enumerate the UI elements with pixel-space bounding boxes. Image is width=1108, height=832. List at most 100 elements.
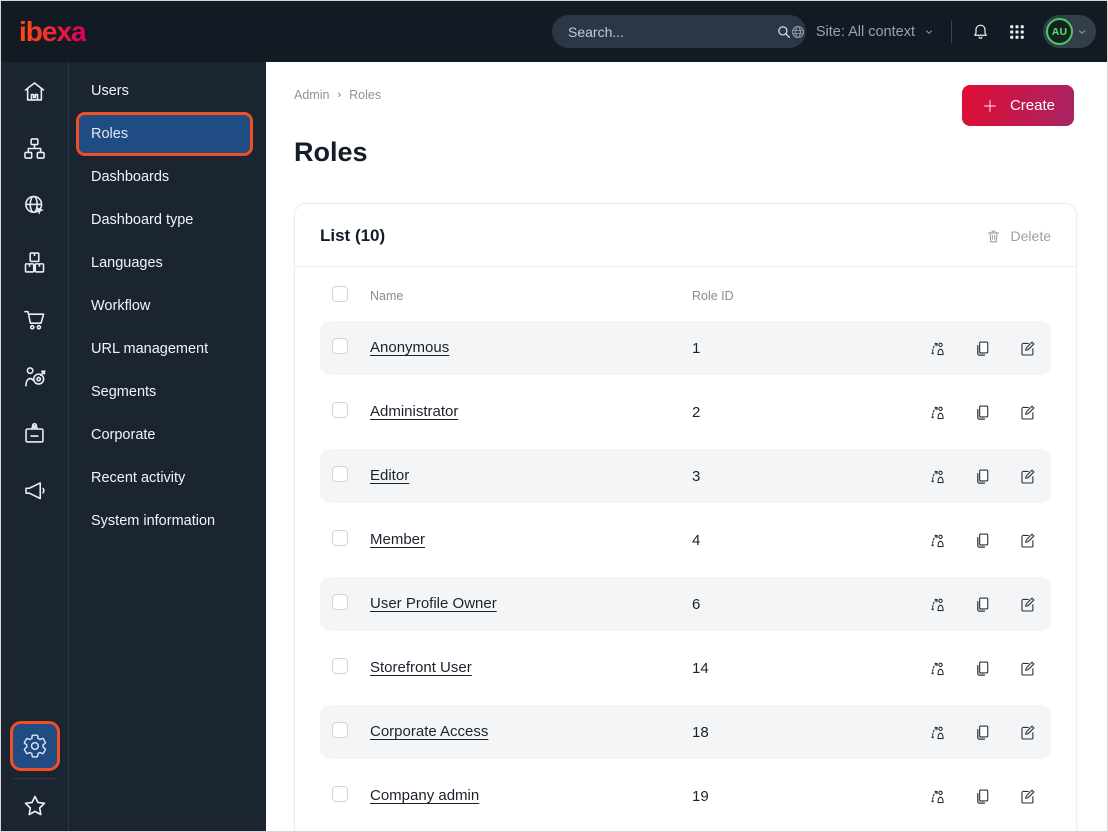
sidebar-item-languages[interactable]: Languages — [79, 244, 250, 282]
copy-icon — [976, 532, 988, 548]
ibexa-logo[interactable]: ibexa — [19, 15, 87, 47]
row-checkbox[interactable] — [332, 401, 348, 418]
role-name-link[interactable]: Member — [370, 531, 426, 548]
edit-role-button[interactable] — [1017, 530, 1037, 550]
sidebar-item-url-management[interactable]: URL management — [79, 330, 250, 368]
trash-icon — [987, 230, 999, 242]
role-id-value: 14 — [692, 659, 709, 677]
edit-role-button[interactable] — [1017, 658, 1037, 678]
sidebar-item-system-information[interactable]: System information — [79, 502, 250, 540]
boxes-icon — [24, 251, 45, 273]
list-card-header: List (10) Delete — [295, 204, 1076, 266]
table-row: User Profile Owner 6 — [320, 577, 1051, 631]
assign-role-button[interactable] — [927, 466, 947, 486]
topbar: ibexa Site: All context — [1, 1, 1107, 62]
copy-role-button[interactable] — [972, 402, 992, 422]
assign-role-button[interactable] — [927, 338, 947, 358]
search-bar[interactable] — [552, 15, 806, 48]
table-row: Anonymous 1 — [320, 321, 1051, 375]
app-grid-button[interactable] — [1006, 21, 1028, 43]
nav-home[interactable] — [18, 74, 52, 108]
notifications-button[interactable] — [969, 21, 991, 43]
sidebar-item-label: Users — [91, 83, 129, 99]
create-button[interactable]: Create — [961, 85, 1074, 126]
delete-button[interactable]: Delete — [985, 228, 1051, 245]
role-name-link[interactable]: Company admin — [370, 787, 480, 804]
site-context-selector[interactable]: Site: All context — [789, 23, 934, 41]
table-body: Anonymous 1 — [320, 321, 1051, 823]
sidebar-item-corporate[interactable]: Corporate — [79, 416, 250, 454]
copy-role-button[interactable] — [972, 466, 992, 486]
topbar-divider — [951, 20, 952, 43]
role-name-link[interactable]: Administrator — [370, 403, 459, 420]
row-checkbox[interactable] — [332, 721, 348, 738]
breadcrumb-item-admin[interactable]: Admin — [294, 87, 330, 102]
edit-role-button[interactable] — [1017, 338, 1037, 358]
nav-content-tree[interactable] — [18, 131, 52, 165]
assign-role-button[interactable] — [927, 594, 947, 614]
copy-role-button[interactable] — [972, 722, 992, 742]
role-name-link[interactable]: User Profile Owner — [370, 595, 497, 612]
role-id-value: 19 — [692, 787, 709, 805]
copy-role-button[interactable] — [972, 594, 992, 614]
copy-role-button[interactable] — [972, 786, 992, 806]
assign-user-icon — [931, 726, 944, 739]
row-checkbox[interactable] — [332, 337, 348, 354]
sidebar-item-recent-activity[interactable]: Recent activity — [79, 459, 250, 497]
sidebar-item-users[interactable]: Users — [79, 72, 250, 110]
chevron-down-icon — [926, 29, 932, 34]
assign-role-button[interactable] — [927, 722, 947, 742]
assign-role-button[interactable] — [927, 402, 947, 422]
edit-icon — [1020, 341, 1034, 356]
row-checkbox[interactable] — [332, 785, 348, 802]
select-all-checkbox[interactable] — [332, 285, 348, 302]
sidebar-item-dashboards[interactable]: Dashboards — [79, 158, 250, 196]
sidebar-item-roles[interactable]: Roles — [76, 112, 253, 156]
search-input[interactable] — [568, 23, 775, 40]
role-name-link[interactable]: Corporate Access — [370, 723, 489, 740]
role-name-link[interactable]: Storefront User — [370, 659, 472, 676]
column-header-role-id: Role ID — [692, 289, 734, 303]
gear-icon — [23, 734, 46, 758]
role-name-link[interactable]: Editor — [370, 467, 410, 484]
plus-icon — [984, 99, 996, 112]
sidebar-item-workflow[interactable]: Workflow — [79, 287, 250, 325]
sidebar-item-label: Corporate — [91, 427, 156, 443]
edit-role-button[interactable] — [1017, 402, 1037, 422]
column-header-name: Name — [370, 289, 404, 303]
bell-icon — [973, 24, 987, 39]
edit-role-button[interactable] — [1017, 466, 1037, 486]
copy-icon — [976, 660, 988, 676]
edit-role-button[interactable] — [1017, 722, 1037, 742]
copy-role-button[interactable] — [972, 338, 992, 358]
user-menu[interactable]: AU — [1043, 15, 1096, 48]
assign-role-button[interactable] — [927, 786, 947, 806]
role-name-link[interactable]: Anonymous — [370, 339, 450, 356]
row-checkbox[interactable] — [332, 465, 348, 482]
sidebar-item-segments[interactable]: Segments — [79, 373, 250, 411]
assign-user-icon — [931, 342, 944, 355]
copy-role-button[interactable] — [972, 530, 992, 550]
sidebar-item-label: Segments — [91, 384, 157, 400]
nav-commerce[interactable] — [18, 302, 52, 336]
nav-marketing[interactable] — [18, 473, 52, 507]
nav-customer-portal[interactable] — [18, 416, 52, 450]
nav-site[interactable] — [18, 188, 52, 222]
copy-role-button[interactable] — [972, 658, 992, 678]
edit-role-button[interactable] — [1017, 594, 1037, 614]
breadcrumb-item-roles[interactable]: Roles — [349, 87, 382, 102]
assign-role-button[interactable] — [927, 530, 947, 550]
sidebar-item-dashboard-type[interactable]: Dashboard type — [79, 201, 250, 239]
copy-icon — [976, 596, 988, 612]
nav-product-catalog[interactable] — [18, 245, 52, 279]
edit-role-button[interactable] — [1017, 786, 1037, 806]
nav-admin-settings[interactable] — [9, 721, 60, 771]
row-checkbox[interactable] — [332, 529, 348, 546]
assign-user-icon — [931, 790, 944, 803]
row-checkbox[interactable] — [332, 657, 348, 674]
nav-personalization[interactable] — [18, 359, 52, 393]
nav-bookmarks[interactable] — [18, 788, 52, 824]
assign-role-button[interactable] — [927, 658, 947, 678]
sidebar-menu: Users Roles Dashboards Dashboard type La… — [69, 62, 266, 831]
row-checkbox[interactable] — [332, 593, 348, 610]
